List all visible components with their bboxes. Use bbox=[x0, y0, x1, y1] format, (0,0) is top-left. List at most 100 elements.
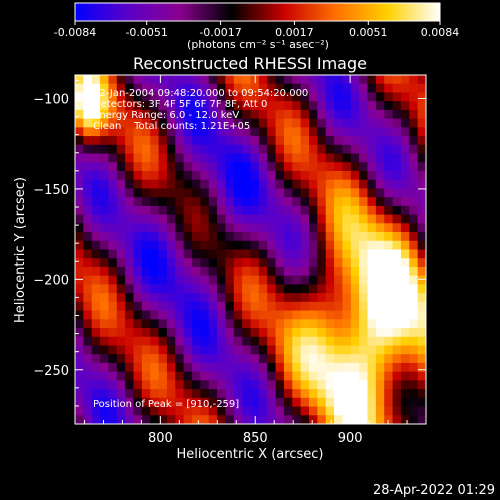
heatmap-cell bbox=[350, 179, 360, 190]
heatmap-cell bbox=[192, 136, 201, 146]
heatmap-cell bbox=[350, 301, 360, 312]
heatmap-cell bbox=[75, 214, 84, 224]
heatmap-cell bbox=[267, 328, 277, 338]
heatmap-cell bbox=[200, 127, 210, 137]
heatmap-cell bbox=[192, 310, 201, 320]
heatmap-cell bbox=[409, 162, 419, 172]
heatmap-cell bbox=[409, 354, 419, 364]
heatmap-cell bbox=[233, 162, 243, 172]
heatmap-cell bbox=[183, 284, 193, 294]
heatmap-cell bbox=[417, 223, 426, 233]
heatmap-cell bbox=[309, 354, 318, 364]
heatmap-cell bbox=[283, 162, 293, 172]
heatmap-cell bbox=[350, 118, 360, 128]
heatmap-cell bbox=[91, 301, 101, 312]
heatmap-cell bbox=[108, 345, 118, 355]
heatmap-cell bbox=[275, 170, 285, 181]
heatmap-cell bbox=[258, 284, 268, 294]
heatmap-cell bbox=[317, 345, 327, 355]
heatmap-cell bbox=[166, 293, 176, 303]
heatmap-cell bbox=[91, 101, 101, 111]
heatmap-cell bbox=[83, 232, 93, 242]
heatmap-cell bbox=[91, 397, 101, 408]
heatmap-cell bbox=[217, 345, 227, 355]
heatmap-cell bbox=[91, 258, 101, 268]
heatmap-cell bbox=[300, 118, 310, 128]
heatmap-cell bbox=[108, 406, 118, 416]
heatmap-cell bbox=[309, 371, 318, 381]
heatmap-cell bbox=[166, 319, 176, 329]
heatmap-cell bbox=[375, 83, 385, 94]
heatmap-cell bbox=[133, 389, 143, 399]
heatmap-cell bbox=[83, 275, 93, 285]
heatmap-cell bbox=[359, 162, 369, 172]
heatmap-cell bbox=[258, 223, 268, 233]
heatmap-cell bbox=[342, 397, 352, 408]
heatmap-cell bbox=[75, 240, 84, 251]
heatmap-cell bbox=[400, 284, 410, 294]
info-energy-range: Energy Range: 6.0 - 12.0 keV bbox=[93, 110, 239, 121]
heatmap-cell bbox=[75, 153, 84, 163]
heatmap-cell bbox=[417, 284, 426, 294]
heatmap-cell bbox=[384, 118, 394, 128]
heatmap-cell bbox=[283, 310, 293, 320]
heatmap-cell bbox=[183, 389, 193, 399]
heatmap-cell bbox=[225, 118, 235, 128]
heatmap-cell bbox=[100, 118, 110, 128]
heatmap-cell bbox=[217, 162, 227, 172]
heatmap-cell bbox=[392, 275, 402, 285]
heatmap-cell bbox=[108, 179, 118, 190]
heatmap-cell bbox=[242, 293, 252, 303]
heatmap-cell bbox=[367, 371, 377, 381]
heatmap-cell bbox=[334, 109, 344, 120]
heatmap-cell bbox=[200, 240, 210, 251]
heatmap-cell bbox=[317, 258, 327, 268]
heatmap-cell bbox=[384, 179, 394, 190]
heatmap-cell bbox=[334, 389, 344, 399]
heatmap-cell bbox=[192, 328, 201, 338]
heatmap-cell bbox=[233, 293, 243, 303]
heatmap-cell bbox=[183, 328, 193, 338]
heatmap-cell bbox=[83, 380, 93, 390]
heatmap-cell bbox=[183, 301, 193, 312]
heatmap-cell bbox=[91, 284, 101, 294]
heatmap-cell bbox=[233, 118, 243, 128]
heatmap-cell bbox=[192, 275, 201, 285]
heatmap-cell bbox=[208, 179, 218, 190]
heatmap-cell bbox=[183, 197, 193, 207]
heatmap-cell bbox=[334, 92, 344, 102]
heatmap-cell bbox=[166, 310, 176, 320]
heatmap-cell bbox=[150, 380, 160, 390]
heatmap-cell bbox=[233, 345, 243, 355]
heatmap-cell bbox=[83, 127, 93, 137]
heatmap-cell bbox=[242, 170, 252, 181]
heatmap-cell bbox=[100, 179, 110, 190]
heatmap-cell bbox=[325, 101, 335, 111]
heatmap-cell bbox=[108, 232, 118, 242]
heatmap-cell bbox=[108, 310, 118, 320]
heatmap-cell bbox=[417, 249, 426, 259]
heatmap-cell bbox=[367, 205, 377, 216]
heatmap-cell bbox=[334, 275, 344, 285]
heatmap-cell bbox=[417, 170, 426, 181]
heatmap-cell bbox=[242, 118, 252, 128]
heatmap-cell bbox=[359, 406, 369, 416]
heatmap-cell bbox=[417, 144, 426, 155]
heatmap-cell bbox=[242, 336, 252, 347]
heatmap-cell bbox=[384, 397, 394, 408]
heatmap-cell bbox=[83, 406, 93, 416]
heatmap-cell bbox=[375, 397, 385, 408]
heatmap-cell bbox=[359, 389, 369, 399]
heatmap-cell bbox=[208, 371, 218, 381]
heatmap-cell bbox=[375, 136, 385, 146]
heatmap-cell bbox=[116, 301, 126, 312]
heatmap-cell bbox=[342, 92, 352, 102]
heatmap-cell bbox=[125, 223, 135, 233]
heatmap-cell bbox=[350, 109, 360, 120]
heatmap-cell bbox=[208, 127, 218, 137]
heatmap-cell bbox=[192, 162, 201, 172]
x-axis-label: Heliocentric X (arcsec) bbox=[177, 447, 324, 462]
heatmap-cell bbox=[384, 354, 394, 364]
heatmap-cell bbox=[183, 188, 193, 198]
heatmap-cell bbox=[400, 162, 410, 172]
